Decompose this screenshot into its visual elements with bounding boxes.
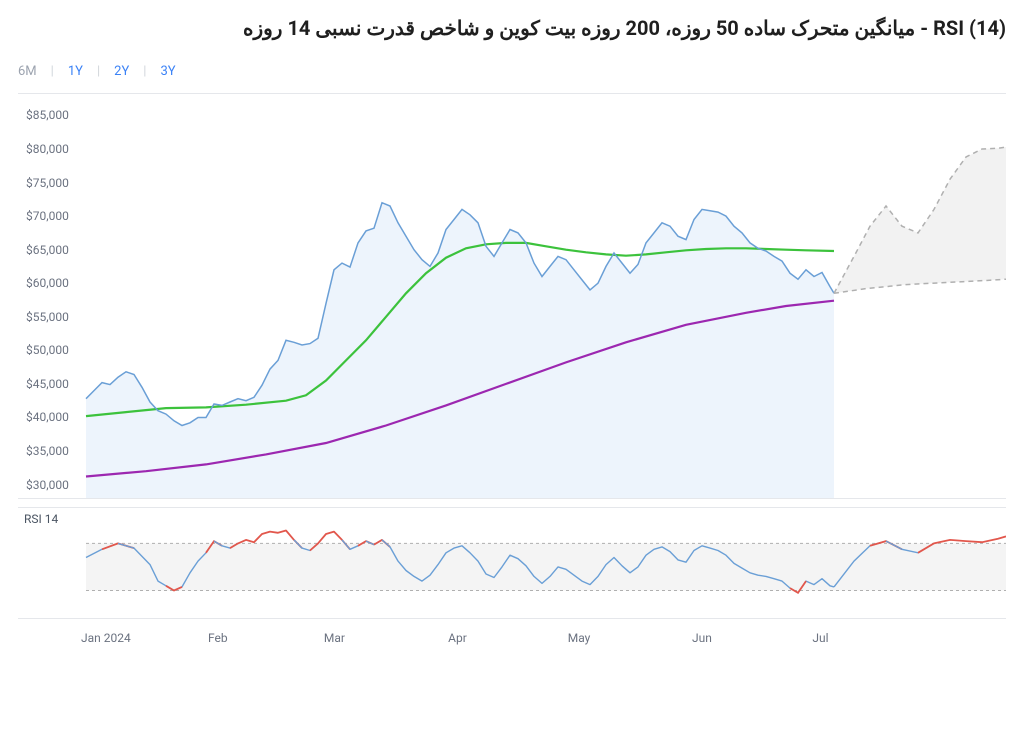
x-tick-label: Jul [812, 631, 828, 645]
x-axis: Jan 2024 Feb Mar Apr May Jun Jul [18, 625, 1006, 661]
range-tab-separator: | [143, 64, 146, 79]
forecast-band [834, 147, 1006, 293]
price-fill [86, 203, 834, 498]
x-tick-label: Mar [324, 631, 345, 645]
range-tabs: 6M | 1Y | 2Y | 3Y [18, 64, 1006, 79]
price-chart: $30,000$35,000$40,000$45,000$50,000$55,0… [18, 93, 1006, 499]
price-chart-svg [18, 94, 1006, 498]
rsi-chart-svg [18, 508, 1006, 618]
x-tick-label: Jun [692, 631, 712, 645]
rsi-chart: RSI 14 [18, 507, 1006, 619]
range-tab-2y[interactable]: 2Y [114, 64, 129, 79]
x-tick-label: Jan 2024 [81, 631, 131, 645]
range-tab-1y[interactable]: 1Y [68, 64, 83, 79]
range-tab-3y[interactable]: 3Y [160, 64, 175, 79]
range-tab-separator: | [51, 64, 54, 79]
x-tick-label: May [568, 631, 591, 645]
page-title: (14) RSI - میانگین متحرک ساده 50 روزه، 2… [18, 14, 1006, 42]
x-tick-label: Apr [448, 631, 467, 645]
range-tab-separator: | [97, 64, 100, 79]
x-tick-label: Feb [208, 631, 228, 645]
rsi-band-fill [86, 543, 1006, 590]
range-tab-6m[interactable]: 6M [18, 64, 37, 79]
